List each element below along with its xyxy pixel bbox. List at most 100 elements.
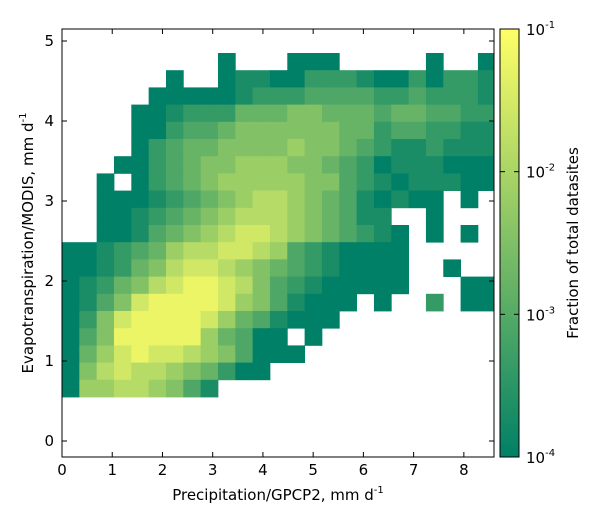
heatmap-cell (131, 328, 150, 346)
heatmap-cell (304, 121, 323, 140)
heatmap-cell (321, 156, 340, 174)
heatmap-cell (200, 259, 219, 277)
heatmap-cell (477, 293, 495, 312)
x-tick-label: 6 (359, 461, 369, 479)
heatmap-cell (287, 242, 306, 260)
heatmap-cell (200, 87, 219, 105)
heatmap-cell (235, 121, 254, 140)
heatmap-cell (62, 362, 80, 381)
heatmap-cell (269, 139, 288, 157)
heatmap-cell (425, 53, 444, 71)
x-tick-label: 8 (459, 461, 469, 479)
heatmap-cell (304, 293, 323, 312)
heatmap-cell (287, 104, 306, 123)
heatmap-cell (200, 139, 219, 157)
heatmap-cell (269, 293, 288, 312)
heatmap-cell (252, 87, 271, 105)
heatmap-cell (131, 225, 150, 243)
heatmap-cell (356, 87, 375, 105)
heatmap-cell (252, 139, 271, 157)
heatmap-cell (96, 259, 115, 277)
heatmap-cell (321, 293, 340, 312)
heatmap-cell (287, 276, 306, 295)
heatmap-cell (148, 190, 167, 209)
heatmap-cell (252, 345, 271, 363)
heatmap-cell (408, 70, 427, 88)
heatmap-cell (373, 104, 392, 123)
heatmap-cell (356, 156, 375, 174)
heatmap-cell (217, 311, 236, 329)
heatmap-cell (269, 207, 288, 226)
heatmap-cell (287, 173, 306, 191)
heatmap-cell (183, 225, 202, 243)
heatmap-cell (443, 259, 461, 277)
heatmap-cell (96, 311, 115, 329)
heatmap-cell (96, 225, 115, 243)
heatmap-cell (200, 156, 219, 174)
heatmap-cell (356, 276, 375, 295)
heatmap-cell (200, 311, 219, 329)
heatmap-cell (148, 276, 167, 295)
heatmap-cell (373, 70, 392, 88)
heatmap-cell (217, 173, 236, 191)
heatmap-cell (79, 362, 98, 381)
heatmap-cell (408, 156, 427, 174)
heatmap-cell (287, 225, 306, 243)
heatmap-cell (148, 104, 167, 123)
heatmap-cell (408, 87, 427, 105)
heatmap-cell (460, 121, 479, 140)
heatmap-cell (339, 139, 358, 157)
heatmap-cell (148, 242, 167, 260)
heatmap-cell (62, 242, 80, 260)
heatmap-cell (373, 276, 392, 295)
heatmap-cell (131, 345, 150, 363)
heatmap-cell (321, 139, 340, 157)
heatmap-cell (96, 173, 115, 191)
heatmap-cell (425, 139, 444, 157)
heatmap-cell (460, 225, 479, 243)
plot-frame (61, 28, 495, 458)
heatmap-cell (391, 70, 409, 88)
heatmap-cell (200, 173, 219, 191)
colorbar (499, 28, 520, 458)
heatmap-cell (183, 259, 202, 277)
heatmap-cell (252, 293, 271, 312)
heatmap-cell (373, 173, 392, 191)
heatmap-cell (96, 362, 115, 381)
heatmap-cell (252, 121, 271, 140)
heatmap-cell (373, 259, 392, 277)
heatmap-cell (460, 70, 479, 88)
heatmap-cell (425, 121, 444, 140)
heatmap-cell (165, 207, 184, 226)
heatmap-cell (183, 207, 202, 226)
heatmap-cell (287, 207, 306, 226)
heatmap-cell (304, 190, 323, 209)
colorbar-label: Fraction of total datasites (564, 147, 582, 339)
heatmap-cell (304, 87, 323, 105)
heatmap-cell (252, 173, 271, 191)
heatmap-cell (391, 276, 409, 295)
heatmap-cell (425, 173, 444, 191)
heatmap-cell (425, 70, 444, 88)
heatmap-cell (425, 225, 444, 243)
heatmap-cell (252, 104, 271, 123)
heatmap-cell (252, 190, 271, 209)
colorbar-tick-label: 10-2 (526, 163, 555, 182)
heatmap-cell (217, 53, 236, 71)
x-tick-label: 2 (158, 461, 168, 479)
heatmap-cell (339, 259, 358, 277)
heatmap-cell (339, 87, 358, 105)
heatmap-cell (131, 259, 150, 277)
heatmap-cell (356, 104, 375, 123)
heatmap-cell (235, 293, 254, 312)
x-tick-label: 7 (409, 461, 419, 479)
heatmap-cell (304, 328, 323, 346)
heatmap-cell (391, 225, 409, 243)
heatmap-cell (235, 242, 254, 260)
heatmap-cell (304, 104, 323, 123)
heatmap-cell (373, 207, 392, 226)
heatmap-cell (148, 156, 167, 174)
heatmap-cell (252, 207, 271, 226)
heatmap-cell (183, 362, 202, 381)
heatmap-cell (183, 173, 202, 191)
